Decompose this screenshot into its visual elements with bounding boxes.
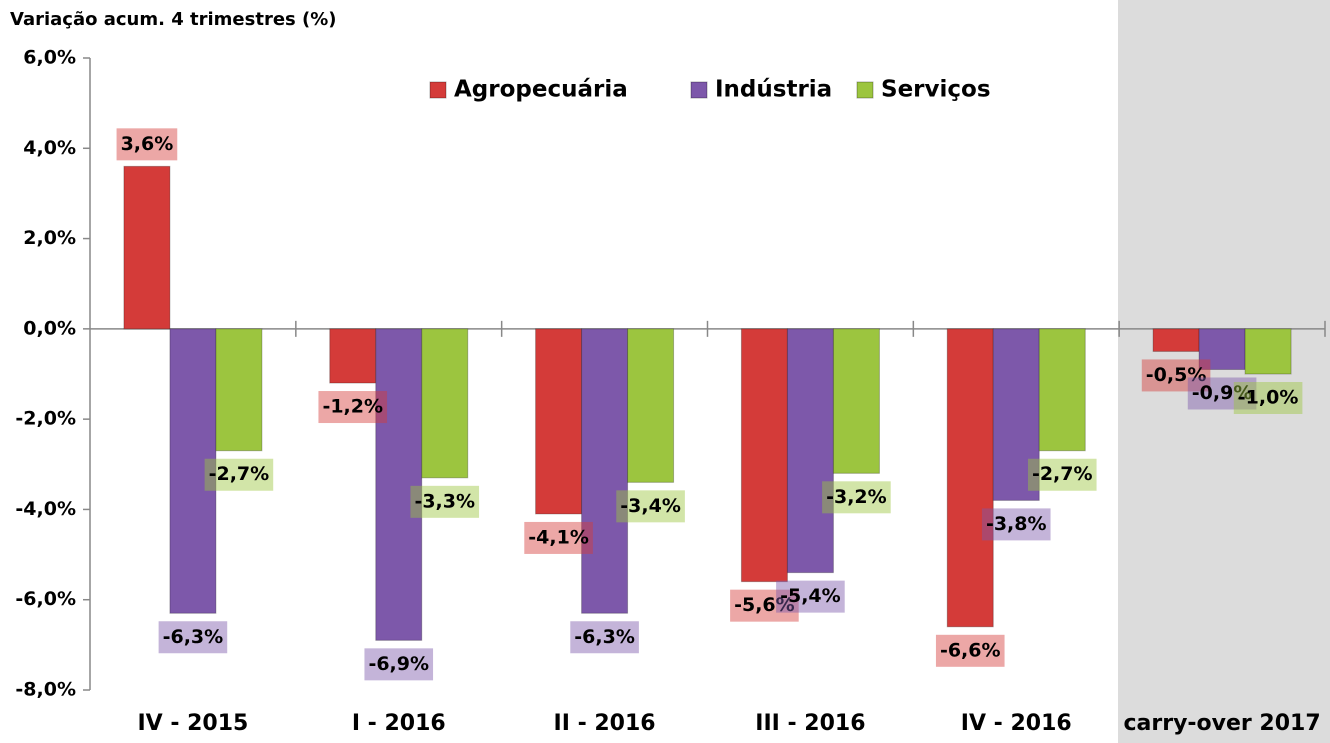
x-tick-label: III - 2016 [755, 711, 865, 736]
legend-swatch [856, 81, 874, 99]
value-label-bg [1187, 377, 1257, 410]
value-label: -0,5% [1146, 364, 1207, 386]
value-label-group: -4,1% [524, 521, 593, 554]
value-label-group: -6,9% [364, 648, 434, 681]
bar [992, 328, 1040, 501]
bar [786, 328, 834, 574]
value-label-group: -3,8% [981, 508, 1051, 541]
value-label: -6,9% [368, 653, 429, 675]
value-label-group: -6,6% [935, 634, 1005, 667]
x-tick-label: I - 2016 [352, 711, 446, 736]
value-label-group: -3,2% [822, 481, 891, 514]
value-label-bg [204, 458, 274, 491]
value-label: -6,6% [940, 639, 1001, 661]
value-label-group: -1,0% [1233, 382, 1303, 414]
value-label-group: -2,7% [1027, 458, 1097, 491]
value-label: -3,3% [414, 490, 475, 512]
y-tick-label: -6,0% [15, 588, 76, 610]
value-label: -5,6% [734, 594, 795, 616]
bar [535, 328, 583, 515]
y-tick-label: 4,0% [23, 137, 76, 159]
value-label-group: -0,9% [1187, 377, 1257, 410]
value-label-bg [1233, 382, 1303, 414]
value-label-group: -1,2% [318, 391, 388, 424]
y-tick-label: -4,0% [15, 498, 76, 520]
y-axis-label: Variação acum. 4 trimestres (%) [10, 9, 337, 30]
y-tick-label: 6,0% [23, 47, 76, 69]
value-label-group: -3,3% [410, 485, 480, 518]
value-label: -1,0% [1238, 387, 1299, 409]
bar [1152, 328, 1200, 352]
bar [329, 328, 377, 384]
value-label-bg [570, 621, 639, 654]
bar [375, 328, 423, 641]
bar [421, 328, 469, 479]
value-label: -3,4% [620, 495, 681, 517]
legend-label: Serviços [881, 77, 991, 103]
x-tick-label: II - 2016 [554, 711, 656, 736]
bar [627, 328, 675, 483]
value-label-bg [524, 521, 593, 554]
bar [169, 328, 217, 614]
value-label-bg [822, 481, 891, 514]
value-label-bg [158, 621, 228, 654]
value-label: 3,6% [121, 133, 174, 155]
bar [740, 328, 788, 583]
value-label-bg [776, 580, 845, 613]
value-label-group: -2,7% [204, 458, 274, 491]
value-label: -4,1% [528, 526, 589, 548]
value-label-group: -6,3% [570, 621, 639, 654]
y-tick-label: -2,0% [15, 408, 76, 430]
x-tick-label: IV - 2016 [961, 711, 1072, 736]
value-label: -2,7% [209, 463, 270, 485]
bar [215, 328, 263, 452]
bar [1244, 328, 1292, 375]
value-label-group: -3,4% [616, 490, 685, 523]
x-tick-label: IV - 2015 [137, 711, 248, 736]
bar [581, 328, 629, 614]
y-tick-label: -8,0% [15, 679, 76, 701]
y-tick-label: 0,0% [23, 317, 76, 339]
value-label: -2,7% [1032, 463, 1093, 485]
value-label-bg [1141, 359, 1211, 392]
value-label-group: -6,3% [158, 621, 228, 654]
value-label-group: -5,6% [730, 589, 799, 622]
bar [946, 328, 994, 628]
value-label-bg [730, 589, 799, 622]
value-label-bg [410, 485, 480, 518]
value-label-group: 3,6% [116, 128, 178, 161]
value-label-bg [616, 490, 685, 523]
value-label: -6,3% [574, 626, 635, 648]
value-label-group: -0,5% [1141, 359, 1211, 392]
value-label-group: -5,4% [776, 580, 845, 613]
y-tick-label: 2,0% [23, 227, 76, 249]
legend-swatch [429, 81, 447, 99]
legend-label: Indústria [715, 77, 832, 103]
bar [123, 165, 171, 330]
value-label: -3,8% [986, 513, 1047, 535]
legend-swatch [690, 81, 708, 99]
legend-label: Agropecuária [454, 77, 628, 103]
value-label-bg [935, 634, 1005, 667]
value-label-bg [981, 508, 1051, 541]
value-label: -5,4% [780, 585, 841, 607]
x-tick-label: carry-over 2017 [1123, 711, 1320, 736]
value-label-bg [318, 391, 388, 424]
value-label-bg [116, 128, 178, 161]
value-label: -1,2% [322, 396, 383, 418]
bar [1038, 328, 1086, 452]
bar [832, 328, 880, 474]
value-label: -6,3% [163, 626, 224, 648]
value-label-bg [1027, 458, 1097, 491]
value-label: -0,9% [1192, 382, 1253, 404]
highlight-band [1118, 0, 1330, 743]
value-label: -3,2% [826, 486, 887, 508]
value-label-bg [364, 648, 434, 681]
bar [1198, 328, 1246, 370]
